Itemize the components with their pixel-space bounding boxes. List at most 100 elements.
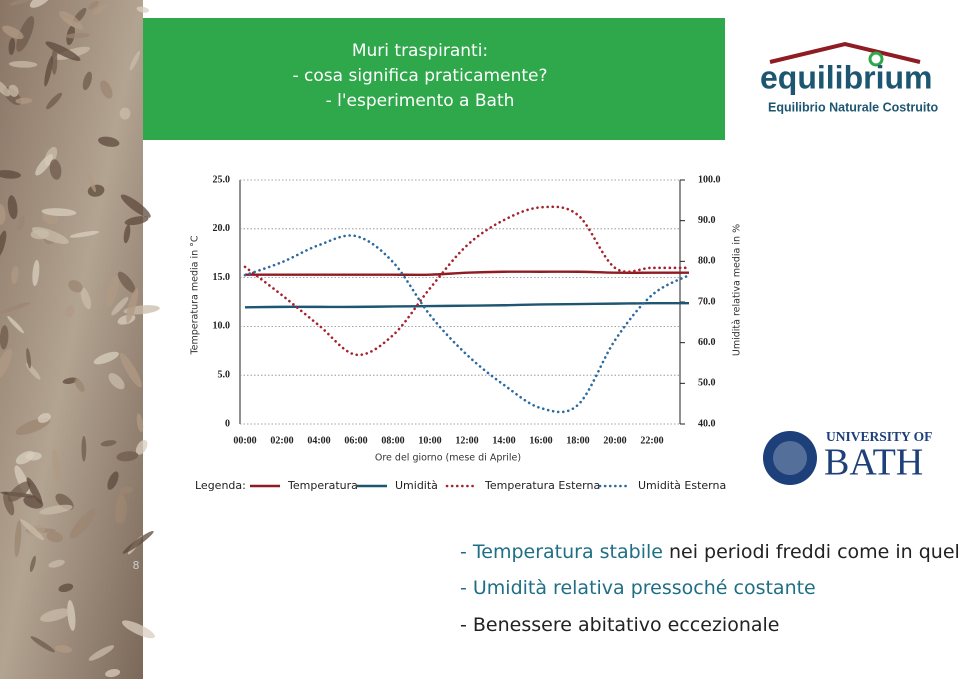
wood-chip: [126, 288, 139, 323]
series-line: [244, 301, 690, 309]
title-line: - l'esperimento a Bath: [326, 91, 515, 111]
wood-chip: [14, 520, 22, 558]
wood-chip: [51, 48, 58, 75]
wood-chip: [17, 216, 25, 231]
title-line: - cosa significa praticamente?: [293, 66, 548, 86]
wood-chip: [122, 620, 155, 639]
bullet-highlight: - Temperatura stabile: [460, 541, 663, 563]
legend-label: Umidità Esterna: [638, 479, 726, 492]
x-tick-label: 06:00: [344, 435, 367, 446]
wood-chip: [69, 230, 100, 238]
wood-chip: [119, 352, 142, 388]
wood-chip: [0, 325, 9, 350]
wood-chip: [0, 348, 13, 381]
wood-chip: [136, 413, 144, 433]
x-tick-label: 02:00: [270, 435, 293, 446]
wood-chip: [30, 636, 55, 653]
logo-box: [725, 18, 960, 140]
y2-tick-label: 80.0: [698, 256, 716, 267]
wood-chip: [49, 159, 62, 180]
wood-chip: [68, 280, 83, 293]
wood-chip: [106, 275, 119, 307]
series-line: [243, 234, 691, 414]
wood-chip: [2, 25, 24, 40]
wood-chip: [111, 296, 129, 316]
bath-emblem: [763, 431, 817, 485]
series-line: [245, 270, 689, 277]
wood-chip: [0, 80, 10, 97]
wood-chip: [119, 107, 131, 120]
wood-chip: [65, 305, 75, 318]
wood-chip: [7, 315, 24, 334]
wood-chip: [44, 55, 53, 87]
bullet: - Benessere abitativo eccezionale: [460, 614, 779, 636]
wood-chip: [46, 531, 64, 543]
wood-chip: [129, 50, 141, 71]
y2-tick-label: 40.0: [698, 418, 716, 429]
wood-chip: [62, 377, 78, 385]
bullet-text: nei periodi freddi come in quelli caldi: [669, 541, 960, 563]
wood-chip: [20, 519, 45, 541]
bullet-highlight: - Umidità relativa pressoché costante: [460, 577, 816, 599]
bath-line1: UNIVERSITY OF: [826, 429, 932, 444]
wood-chip: [100, 80, 113, 99]
wood-chip: [135, 439, 148, 455]
wood-texture: [0, 0, 143, 679]
wood-chip: [35, 154, 54, 176]
y-tick-label: 15.0: [213, 272, 231, 283]
x-tick-label: 16:00: [529, 435, 552, 446]
bullet-text: - Benessere abitativo eccezionale: [460, 614, 779, 636]
y2-tick-label: 50.0: [698, 378, 716, 389]
x-tick-label: 08:00: [381, 435, 404, 446]
wood-chip: [100, 440, 117, 447]
wood-chip: [92, 3, 110, 15]
bath-emblem-face: [773, 441, 807, 475]
wood-chip: [8, 37, 16, 56]
wood-chip: [88, 645, 115, 661]
wood-chip: [114, 491, 125, 523]
legend-label: Temperatura Esterna: [484, 479, 600, 492]
y-tick-label: 25.0: [213, 174, 231, 185]
wood-chip: [7, 195, 18, 220]
wood-chip: [31, 227, 69, 244]
wood-chip: [0, 204, 6, 225]
y-axis-title: Temperatura media in °C: [190, 235, 201, 355]
wood-chip: [15, 451, 35, 465]
wood-chip: [0, 230, 7, 258]
wood-chip: [45, 41, 81, 62]
logo-name: equilibrium: [760, 59, 932, 95]
wood-chip: [16, 16, 35, 52]
wood-chip: [52, 449, 61, 482]
wood-chip: [11, 265, 19, 285]
wood-chip: [64, 33, 90, 39]
wood-chip: [86, 171, 96, 193]
wood-chip: [80, 287, 92, 310]
wood-chip: [8, 61, 38, 68]
y2-tick-label: 70.0: [698, 296, 716, 307]
wood-chip: [74, 378, 85, 392]
wood-chip: [122, 530, 154, 554]
wood-chip: [8, 84, 19, 97]
wood-chip: [26, 347, 32, 369]
x-tick-label: 22:00: [640, 435, 663, 446]
wood-chip: [0, 170, 22, 179]
wood-chip: [67, 600, 76, 631]
logo-tagline: Equilibrio Naturale Costruito: [768, 100, 939, 114]
wood-chip: [9, 0, 38, 6]
wood-chip: [119, 486, 133, 494]
legend-label: Umidità: [395, 479, 438, 492]
wood-chip: [105, 669, 121, 678]
bullet: - Umidità relativa pressoché costante: [460, 577, 816, 599]
bath-line2: BATH: [824, 442, 923, 484]
wood-chip: [46, 92, 63, 110]
bullet: - Temperatura stabile nei periodi freddi …: [460, 541, 960, 563]
y-tick-label: 20.0: [213, 223, 231, 234]
y-tick-label: 0: [225, 418, 230, 429]
wood-chip: [93, 351, 119, 365]
wood-chip: [82, 71, 93, 91]
wood-chip: [32, 259, 40, 287]
x-tick-label: 00:00: [233, 435, 256, 446]
y2-axis-title: Umidità relativa media in %: [732, 224, 743, 356]
wood-chip: [26, 477, 43, 504]
